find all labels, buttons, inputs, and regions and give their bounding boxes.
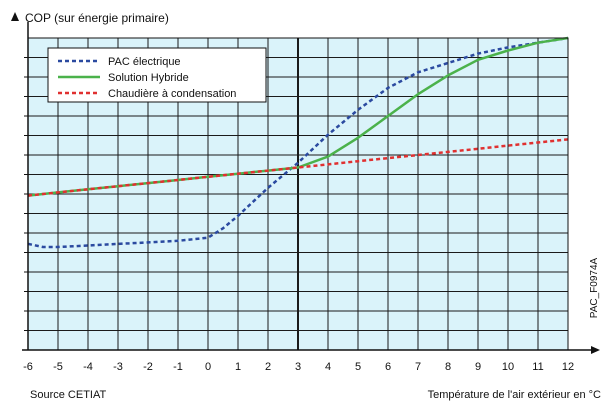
legend-label: Chaudière à condensation — [108, 88, 236, 100]
x-tick-label: 0 — [205, 361, 211, 373]
x-tick-label: 6 — [385, 361, 391, 373]
series-layer — [27, 36, 569, 249]
x-tick-label: 7 — [415, 361, 421, 373]
figure-code: PAC_F0974A — [589, 257, 600, 318]
x-tick-label: 4 — [325, 361, 331, 373]
x-tick-label: 1 — [235, 361, 241, 373]
legend-box — [47, 47, 267, 103]
x-tick-label: 2 — [265, 361, 271, 373]
x-tick-label: 10 — [502, 361, 514, 373]
source-label: Source CETIAT — [30, 389, 106, 401]
x-axis-arrow — [591, 346, 600, 354]
x-tick-label: 12 — [562, 361, 574, 373]
x-tick-label: 3 — [295, 361, 301, 373]
x-tick-label: -3 — [113, 361, 123, 373]
x-tick-label: -4 — [83, 361, 93, 373]
x-tick-label: -6 — [23, 361, 33, 373]
x-tick-label: 8 — [445, 361, 451, 373]
legend-label: PAC électrique — [108, 56, 181, 68]
legend-label: Solution Hybride — [108, 72, 189, 84]
y-axis-arrow — [11, 12, 19, 21]
x-tick-label: -5 — [53, 361, 63, 373]
series-line-0 — [27, 36, 569, 249]
series-line-1 — [27, 36, 569, 197]
x-tick-labels: -6 -5 -4 -3 -2 -1 0 1 2 3 4 5 6 7 8 9 10 11 12 — [23, 361, 574, 373]
x-tick-label: 5 — [355, 361, 361, 373]
y-axis-title: COP (sur énergie primaire) — [25, 11, 169, 25]
x-axis-title: Température de l'air extérieur en °C — [428, 389, 601, 401]
x-tick-label: -1 — [173, 361, 183, 373]
legend: PAC électrique Solution Hybride Chaudière … — [47, 47, 267, 103]
x-tick-label: 11 — [532, 361, 543, 373]
x-tick-label: -2 — [143, 361, 153, 373]
axes — [11, 12, 600, 354]
x-tick-label: 9 — [475, 361, 481, 373]
